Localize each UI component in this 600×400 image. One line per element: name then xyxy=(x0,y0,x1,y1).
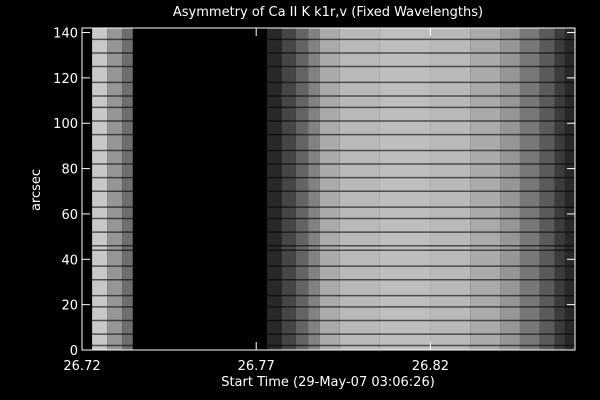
x-tick-label: 26.82 xyxy=(412,359,449,374)
image-column xyxy=(430,28,471,350)
image-column xyxy=(267,28,282,350)
image-column xyxy=(339,28,380,350)
image-column xyxy=(539,28,555,350)
image-column xyxy=(564,28,575,350)
image-column xyxy=(470,28,501,350)
x-tick-label: 26.72 xyxy=(63,359,100,374)
image-column xyxy=(319,28,340,350)
x-tick-label: 26.77 xyxy=(238,359,275,374)
image-column xyxy=(379,28,431,350)
y-tick-label: 0 xyxy=(70,344,78,359)
x-axis-label: Start Time (29-May-07 03:06:26) xyxy=(221,375,435,390)
image-column xyxy=(308,28,320,350)
image-column xyxy=(107,28,123,350)
image-column xyxy=(519,28,540,350)
image-column xyxy=(92,28,108,350)
chart-title: Asymmetry of Ca II K k1r,v (Fixed Wavele… xyxy=(173,5,483,20)
image-column xyxy=(281,28,296,350)
image-column xyxy=(122,28,133,350)
y-tick-label: 40 xyxy=(61,253,78,268)
image-column xyxy=(132,28,268,350)
image-column xyxy=(554,28,565,350)
y-tick-label: 100 xyxy=(53,117,78,132)
y-tick-label: 20 xyxy=(61,299,78,314)
y-tick-label: 60 xyxy=(61,208,78,223)
image-column xyxy=(500,28,520,350)
image-column xyxy=(295,28,309,350)
y-tick-label: 80 xyxy=(61,163,78,178)
y-tick-label: 140 xyxy=(53,27,78,42)
y-tick-label: 120 xyxy=(53,72,78,87)
y-axis-label: arcsec xyxy=(29,169,44,211)
image-column xyxy=(82,28,93,350)
plot-frame xyxy=(81,27,576,351)
